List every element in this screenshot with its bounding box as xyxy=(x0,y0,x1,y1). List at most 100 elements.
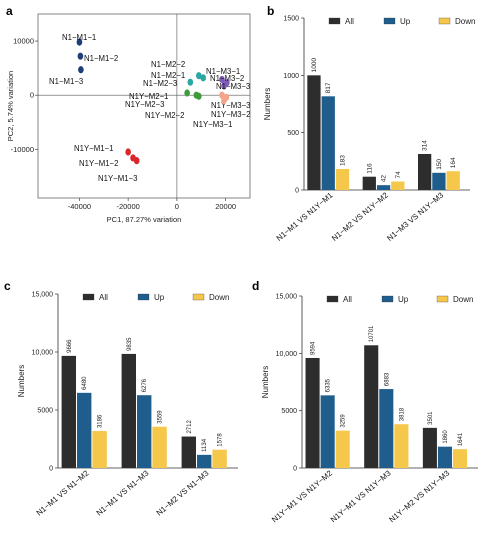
legend-label: Up xyxy=(398,295,409,304)
data-point xyxy=(221,82,227,90)
category-label: N1−M2 VS N1Y−M2 xyxy=(330,191,390,243)
data-label: 9835 xyxy=(127,337,133,351)
legend-swatch xyxy=(192,293,205,301)
data-label: 116 xyxy=(366,163,373,174)
point-label: N1Y−M3−3 xyxy=(211,101,250,110)
data-point xyxy=(196,72,202,80)
bar xyxy=(305,357,320,468)
point-label: N1Y−M1−1 xyxy=(74,144,113,153)
x-tick-label: 20000 xyxy=(215,202,236,211)
bar xyxy=(77,392,92,468)
data-label: 314 xyxy=(422,140,429,151)
bar xyxy=(335,430,350,468)
legend-label: All xyxy=(99,293,108,302)
bar xyxy=(335,169,350,190)
data-point xyxy=(184,89,190,97)
panel-letter-b: b xyxy=(267,4,274,18)
data-label: 1641 xyxy=(458,432,464,446)
data-point xyxy=(77,52,84,60)
data-label: 2712 xyxy=(187,420,193,434)
bar xyxy=(197,454,212,468)
bar xyxy=(92,431,107,468)
data-point xyxy=(187,78,194,86)
legend-swatch xyxy=(381,295,394,303)
x-tick-label: 0 xyxy=(175,202,179,211)
data-point xyxy=(221,96,227,105)
point-label: N1Y−M2−1 xyxy=(129,92,168,101)
bar xyxy=(437,446,453,468)
y-axis-label: Numbers xyxy=(261,366,270,398)
data-point xyxy=(196,92,202,100)
category-label: N1−M1 VS N1−M3 xyxy=(95,469,151,518)
legend-label: Up xyxy=(154,293,165,302)
data-label: 74 xyxy=(395,171,402,179)
data-point xyxy=(78,66,84,74)
data-label: 6276 xyxy=(142,378,148,392)
data-label: 6480 xyxy=(82,376,88,390)
data-label: 3259 xyxy=(341,414,347,428)
y-tick-label: 5000 xyxy=(281,408,297,415)
data-point xyxy=(76,38,83,46)
legend-label: Down xyxy=(453,295,473,304)
bar xyxy=(446,171,460,190)
point-label: N1−M1−1 xyxy=(62,33,96,42)
category-label: N1Y−M1 VS N1Y−M2 xyxy=(270,469,334,525)
x-tick-label: -40000 xyxy=(68,202,91,211)
data-point xyxy=(200,74,207,82)
point-label: N1Y−M2−3 xyxy=(125,100,164,109)
legend-swatch xyxy=(326,295,339,303)
legend-swatch xyxy=(328,17,341,25)
y-tick-label: 0 xyxy=(295,188,299,195)
point-label: N1Y−M3−1 xyxy=(193,120,232,129)
y-axis-label: Numbers xyxy=(17,365,26,397)
y-tick-label: 0 xyxy=(49,466,53,473)
point-label: N1−M2−1 xyxy=(151,71,185,80)
bar xyxy=(137,395,152,468)
category-label: N1Y−M2 VS N1Y−M3 xyxy=(387,469,451,525)
legend-label: All xyxy=(343,295,352,304)
legend-swatch xyxy=(383,17,396,25)
y-tick-label: 500 xyxy=(287,130,299,137)
bar xyxy=(376,185,391,190)
bar xyxy=(422,427,437,468)
legend-swatch xyxy=(436,295,449,303)
plot-frame xyxy=(37,13,251,199)
panel-letter-c: c xyxy=(4,279,11,293)
point-label: N1−M1−3 xyxy=(49,77,83,86)
data-label: 3186 xyxy=(98,414,104,428)
point-label: N1Y−M3−2 xyxy=(211,110,250,119)
bar xyxy=(432,172,446,190)
y-tick-label: 10000 xyxy=(13,37,34,46)
data-point xyxy=(219,75,225,84)
data-label: 6335 xyxy=(326,378,332,392)
y-tick-label: 1000 xyxy=(283,73,299,80)
bar xyxy=(394,424,409,468)
y-axis-label: Numbers xyxy=(263,88,272,120)
point-label: N1−M3−2 xyxy=(210,74,244,83)
bar-chart-panel-d: 0 5000 10,000 15,000 Numbers All Up Down 9594 633… xyxy=(261,294,478,525)
point-label: N1Y−M1−3 xyxy=(98,174,137,183)
pca-scatter-panel: -40000 -20000 0 20000 -10000 0 10000 PC1, 87.27… xyxy=(6,13,251,224)
data-label: 10701 xyxy=(369,325,375,342)
legend-swatch xyxy=(438,17,451,25)
bar xyxy=(307,75,321,190)
data-label: 1578 xyxy=(218,433,224,447)
bar xyxy=(453,449,468,468)
category-label: N1−M1 VS N1Y−M1 xyxy=(275,191,335,243)
data-label: 817 xyxy=(325,82,332,93)
point-label: N1Y−M1−2 xyxy=(79,159,118,168)
category-label: N1−M3 VS N1Y−M3 xyxy=(385,191,445,243)
point-label: N1−M3−3 xyxy=(216,82,250,91)
legend-label: Up xyxy=(400,17,411,26)
bar xyxy=(181,436,196,468)
data-label: 1134 xyxy=(202,438,208,452)
data-point xyxy=(125,148,131,156)
data-label: 3559 xyxy=(158,410,164,424)
y-tick-label: 15,000 xyxy=(32,292,54,299)
y-tick-label: 1500 xyxy=(283,16,299,23)
bar xyxy=(364,345,379,468)
bar xyxy=(152,426,167,468)
y-tick-label: -10000 xyxy=(11,145,34,154)
data-point xyxy=(219,91,225,99)
bar xyxy=(417,153,432,190)
